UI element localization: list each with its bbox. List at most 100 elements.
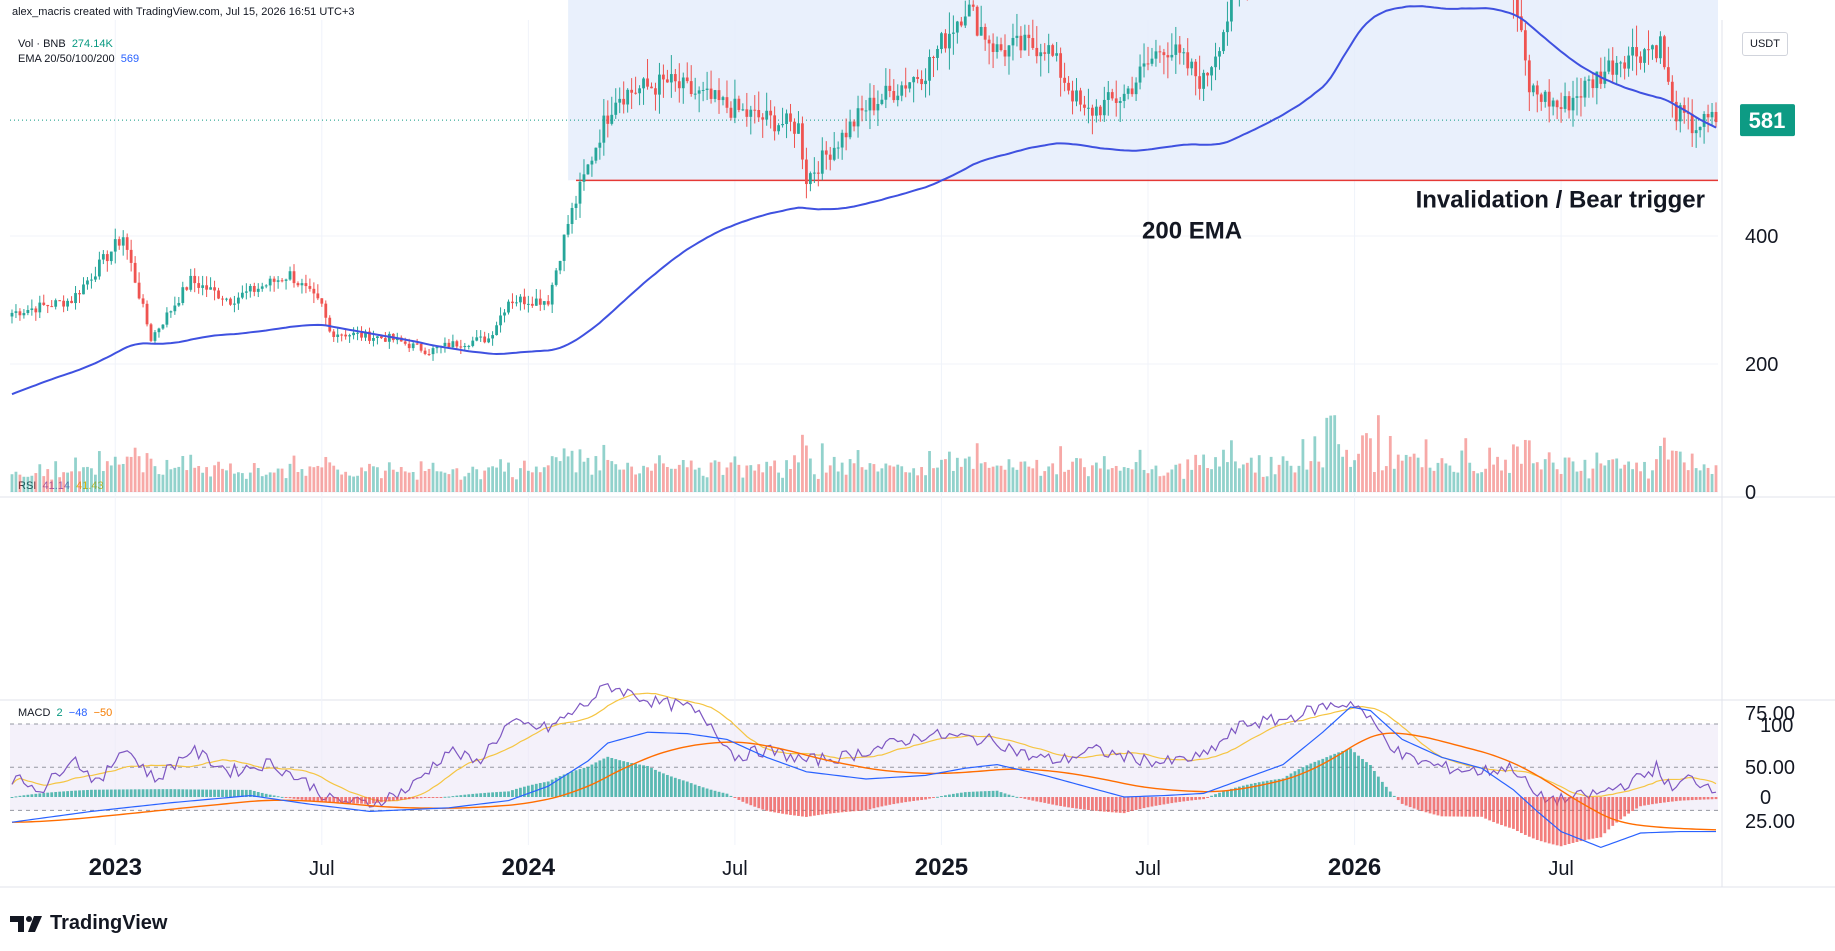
volume-bar — [447, 474, 451, 492]
volume-bar — [987, 467, 991, 492]
volume-bar — [1639, 471, 1642, 492]
currency-selector[interactable]: USDT — [1742, 32, 1788, 56]
candle-body — [658, 74, 661, 95]
candle-body — [1130, 88, 1134, 95]
macd-histogram-bar — [1519, 797, 1523, 834]
volume-bar — [1245, 462, 1249, 492]
volume-bar — [773, 460, 777, 492]
volume-bar — [233, 473, 236, 492]
volume-bar — [1611, 459, 1615, 492]
volume-bar — [1106, 469, 1110, 492]
volume-bar — [785, 460, 788, 492]
candle-body — [467, 345, 471, 347]
volume-bar — [1627, 461, 1631, 492]
volume-legend: Vol · BNB 274.14K — [18, 38, 113, 50]
volume-bar — [1158, 476, 1162, 492]
candle-body — [221, 298, 224, 300]
macd-histogram-bar — [880, 797, 884, 807]
macd-histogram-bar — [622, 761, 626, 797]
candle-body — [562, 234, 566, 261]
macd-histogram-bar — [1257, 782, 1261, 797]
macd-histogram-bar — [431, 797, 435, 798]
macd-histogram-bar — [240, 789, 244, 797]
volume-bar — [252, 463, 256, 492]
macd-histogram-bar — [1543, 797, 1547, 843]
candle-body — [1182, 52, 1186, 54]
volume-bar — [983, 462, 987, 492]
volume-bar — [991, 466, 995, 492]
volume-bar — [566, 456, 570, 492]
macd-histogram-bar — [971, 791, 975, 797]
candle-body — [487, 338, 491, 343]
volume-bar — [1686, 470, 1690, 492]
candle-body — [888, 85, 892, 92]
volume-bar — [117, 464, 121, 492]
candle-body — [1106, 92, 1110, 100]
macd-histogram-bar — [1234, 787, 1237, 797]
candle-body — [936, 48, 939, 58]
volume-bar — [1198, 465, 1202, 492]
candle-body — [34, 308, 38, 313]
macd-histogram-bar — [733, 797, 737, 798]
volume-bar — [475, 469, 479, 492]
ema-200-line — [11, 5, 1717, 396]
candle-body — [90, 279, 93, 281]
macd-histogram-bar — [1226, 790, 1229, 797]
macd-histogram-bar — [1631, 797, 1634, 811]
tradingview-logo[interactable]: TradingView — [10, 912, 167, 935]
candle-body — [848, 121, 852, 138]
volume-bar — [185, 470, 189, 492]
candle-body — [519, 296, 522, 303]
macd-histogram-bar — [169, 789, 173, 797]
candle-body — [344, 334, 348, 337]
macd-histogram-bar — [955, 793, 959, 797]
candle-body — [530, 303, 534, 306]
volume-bar — [741, 477, 745, 492]
macd-histogram-bar — [1468, 797, 1472, 817]
candle-body — [248, 285, 252, 292]
macd-histogram-bar — [1647, 797, 1650, 805]
macd-histogram-bar — [125, 789, 129, 797]
candle-body — [820, 150, 824, 174]
macd-histogram-bar — [936, 796, 939, 798]
candle-body — [812, 172, 816, 174]
macd-histogram-bar — [777, 797, 780, 814]
candle-body — [844, 132, 848, 138]
volume-bar — [1380, 470, 1384, 492]
candle-body — [769, 110, 773, 116]
candle-body — [646, 78, 649, 87]
candle-body — [749, 109, 753, 117]
volume-bar — [550, 456, 554, 492]
candle-body — [1591, 79, 1595, 89]
volume-bar — [1202, 454, 1206, 492]
volume-bar — [669, 468, 673, 492]
macd-histogram-bar — [824, 797, 828, 815]
candle-body — [1563, 96, 1567, 109]
candle-body — [1666, 67, 1670, 82]
candle-body — [292, 271, 296, 284]
candle-body — [693, 93, 697, 95]
candle-body — [1615, 62, 1619, 75]
volume-bar — [280, 468, 284, 492]
candle-body — [316, 293, 320, 299]
candle-body — [610, 114, 614, 124]
macd-histogram-bar — [646, 765, 649, 797]
macd-histogram-bar — [1313, 761, 1317, 797]
macd-histogram-bar — [1547, 797, 1551, 844]
candle-body — [793, 121, 796, 134]
candle-body — [1547, 91, 1551, 107]
candle-body — [805, 159, 808, 185]
macd-histogram-bar — [455, 795, 459, 797]
macd-histogram-bar — [1047, 797, 1051, 804]
candle-body — [66, 300, 69, 307]
candle-body — [340, 334, 344, 336]
macd-histogram-bar — [1206, 797, 1209, 798]
macd-histogram-bar — [471, 793, 475, 797]
macd-histogram-bar — [1460, 797, 1464, 817]
macd-histogram-bar — [1110, 797, 1114, 813]
macd-histogram-bar — [332, 797, 336, 803]
macd-histogram-bar — [101, 789, 105, 797]
volume-bar — [840, 462, 844, 492]
volume-bar — [650, 470, 653, 492]
